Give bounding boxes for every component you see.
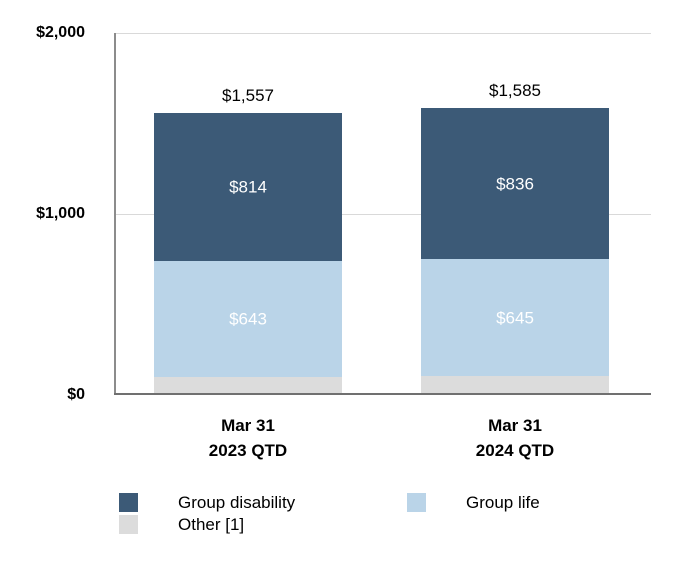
x-category-label-line: Mar 31 [221, 416, 275, 435]
bar-total-label: $1,557 [222, 86, 274, 106]
legend-label: Other [1] [178, 515, 245, 534]
x-category-label-mar-31-2023-qtd: Mar 31 2023 QTD [154, 413, 342, 463]
segment-other-1-mar-31-2023-qtd [154, 376, 342, 395]
y-tick-label-1000: $1,000 [36, 205, 85, 222]
y-tick-label-2000: $2,000 [36, 24, 85, 41]
x-axis-line [114, 393, 651, 395]
segment-value-label: $645 [496, 308, 534, 328]
gridline-1000 [115, 214, 651, 215]
x-category-label-line: 2023 QTD [208, 441, 288, 460]
segment-value-label: $643 [229, 309, 267, 329]
bar-mar-31-2023-qtd: $643 $814 $1,557 [154, 87, 342, 395]
segment-other-1-mar-31-2024-qtd [421, 376, 609, 395]
segment-value-label: $814 [229, 177, 267, 197]
x-category-label-line: Mar 31 [488, 416, 542, 435]
legend-item-group-disability: Group disability [119, 493, 295, 513]
gridline-2000 [115, 33, 651, 34]
legend-swatch-other-1 [119, 515, 138, 534]
bar-total-label: $1,585 [489, 81, 541, 101]
segment-group-disability-mar-31-2023-qtd: $814 [154, 113, 342, 261]
x-category-label-line: 2024 QTD [475, 441, 555, 460]
x-category-label-mar-31-2024-qtd: Mar 31 2024 QTD [421, 413, 609, 463]
segment-group-disability-mar-31-2024-qtd: $836 [421, 108, 609, 260]
legend-item-group-life: Group life [407, 493, 540, 513]
legend-swatch-group-life [407, 493, 426, 512]
segment-group-life-mar-31-2024-qtd: $645 [421, 259, 609, 377]
legend-label: Group life [466, 493, 540, 512]
legend-label: Group disability [178, 493, 296, 512]
legend-item-other-1: Other [1] [119, 515, 244, 535]
legend-swatch-group-disability [119, 493, 138, 512]
bar-mar-31-2024-qtd: $645 $836 $1,585 [421, 82, 609, 395]
y-tick-label-0: $0 [67, 386, 85, 403]
y-axis-line [114, 33, 116, 395]
segment-group-life-mar-31-2023-qtd: $643 [154, 260, 342, 377]
segment-value-label: $836 [496, 174, 534, 194]
